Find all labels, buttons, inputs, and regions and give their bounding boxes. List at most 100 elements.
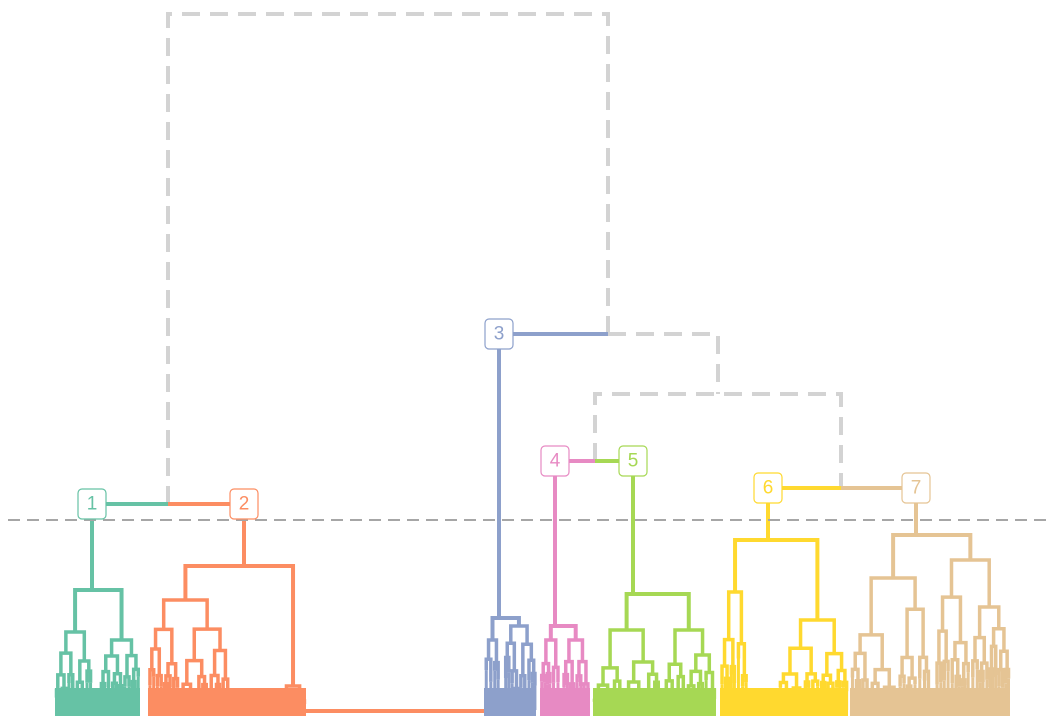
cluster-7-link xyxy=(999,649,1009,670)
cluster-2-subtree xyxy=(148,519,307,716)
cluster-6-link xyxy=(803,680,811,694)
cluster-5-link xyxy=(631,660,655,683)
upper-merge-3-right xyxy=(608,332,720,394)
cluster-1-subtree xyxy=(54,519,141,716)
cluster-3-link xyxy=(503,655,511,678)
cluster-label-text: 5 xyxy=(628,451,639,472)
cluster-2-link xyxy=(161,598,209,630)
cluster-7-link xyxy=(935,661,943,685)
cluster-2-leaf-fringe xyxy=(148,688,306,716)
cluster-4-link xyxy=(545,671,552,685)
cluster-5-link xyxy=(626,680,641,694)
cluster-4-link xyxy=(567,638,585,662)
cluster-7-link xyxy=(1004,667,1011,684)
cluster-1-split xyxy=(73,588,124,640)
cluster-1-link xyxy=(101,669,111,687)
cluster-6-link xyxy=(722,637,735,667)
cluster-7-link xyxy=(953,640,968,664)
cluster-label-5: 5 xyxy=(618,445,648,477)
cluster-7-link xyxy=(850,667,860,681)
cluster-7-split xyxy=(891,533,973,578)
cluster-6-link xyxy=(729,664,737,683)
cluster-1-link xyxy=(109,638,134,656)
cluster-label-text: 7 xyxy=(911,478,922,499)
cluster-6-link xyxy=(720,664,729,685)
cluster-7-link xyxy=(918,655,929,679)
upper-merge-root xyxy=(166,12,610,504)
cluster-7-link xyxy=(949,558,991,607)
cluster-2-link xyxy=(209,673,220,691)
upper-merge-45-67 xyxy=(593,392,843,488)
cluster-4-link xyxy=(544,638,558,668)
cluster-5-split xyxy=(624,592,691,630)
cluster-5-leaf-fringe xyxy=(593,688,716,716)
cluster-7-link xyxy=(997,667,1005,688)
cluster-6-link xyxy=(835,680,842,688)
cluster-label-text: 4 xyxy=(550,451,561,472)
cluster-4-link xyxy=(575,674,583,686)
cluster-6-link xyxy=(740,674,748,687)
cluster-2-link xyxy=(155,673,163,687)
cluster-label-1: 1 xyxy=(77,488,107,520)
cluster-2-split xyxy=(183,564,296,686)
cluster-3-subtree xyxy=(484,349,537,716)
cluster-6-link xyxy=(805,672,818,682)
cluster-1-link xyxy=(64,630,87,662)
cluster-label-text: 6 xyxy=(763,478,774,499)
cluster-7-link xyxy=(973,635,987,664)
cluster-3-link xyxy=(505,641,517,671)
cluster-7-link xyxy=(907,676,917,687)
cluster-4-split xyxy=(548,624,578,640)
cluster-label-2: 2 xyxy=(229,488,259,520)
cluster-label-6: 6 xyxy=(753,472,783,504)
cluster-7-link xyxy=(961,661,970,680)
cluster-7-link xyxy=(937,629,948,664)
cluster-2-link xyxy=(148,668,156,686)
cluster-labels: 1 2 3 4 5 6 7 xyxy=(77,318,931,520)
cluster-label-text: 1 xyxy=(87,494,98,515)
cluster-6-link xyxy=(723,676,731,693)
cluster-6-leaf-fringe xyxy=(720,688,848,716)
cluster-5-link xyxy=(673,628,705,665)
cluster-7-leaf-fringe xyxy=(850,688,1010,716)
cluster-1-link xyxy=(85,669,93,683)
cluster-1-link xyxy=(112,672,123,686)
cluster-4-link xyxy=(551,665,560,683)
cluster-6-split xyxy=(733,538,820,620)
cluster-3-link xyxy=(521,642,534,676)
cluster-1-link xyxy=(123,675,131,687)
cluster-7-link xyxy=(960,678,967,687)
cluster-label-text: 2 xyxy=(239,494,250,515)
upper-merge-tree xyxy=(166,12,843,504)
cluster-4-subtree xyxy=(539,476,590,716)
cluster-1-link xyxy=(75,680,85,693)
cluster-3-link xyxy=(510,669,519,689)
cluster-6-link xyxy=(726,590,744,644)
cluster-3-split xyxy=(490,616,521,640)
cluster-label-7: 7 xyxy=(901,472,931,504)
cluster-6-link xyxy=(836,668,847,683)
cluster-4-link xyxy=(577,659,588,684)
cluster-7-link xyxy=(954,674,962,691)
cluster-5-link xyxy=(646,672,659,691)
cluster-5-link xyxy=(664,679,674,691)
cluster-7-link xyxy=(978,669,985,683)
cluster-3-link xyxy=(530,671,537,686)
cluster-subtrees xyxy=(54,332,1011,716)
cluster-5-link xyxy=(704,670,715,691)
cluster-6-link xyxy=(826,681,835,692)
cluster-7-subtree xyxy=(850,503,1011,716)
cluster-label-4: 4 xyxy=(540,445,570,477)
cluster-5-subtree xyxy=(592,476,717,716)
cluster-7-link xyxy=(977,605,1001,638)
cluster-4-leaf-fringe xyxy=(540,688,590,716)
cluster-4-link xyxy=(568,682,576,691)
cluster-7-link xyxy=(942,659,950,681)
cluster-6-link xyxy=(788,646,813,675)
cluster-3-leaf-fringe xyxy=(484,688,536,716)
cluster-7-link xyxy=(900,655,914,679)
cluster-1-link xyxy=(125,653,138,677)
cluster-4-link xyxy=(539,673,547,683)
cluster-1-link xyxy=(56,673,66,691)
